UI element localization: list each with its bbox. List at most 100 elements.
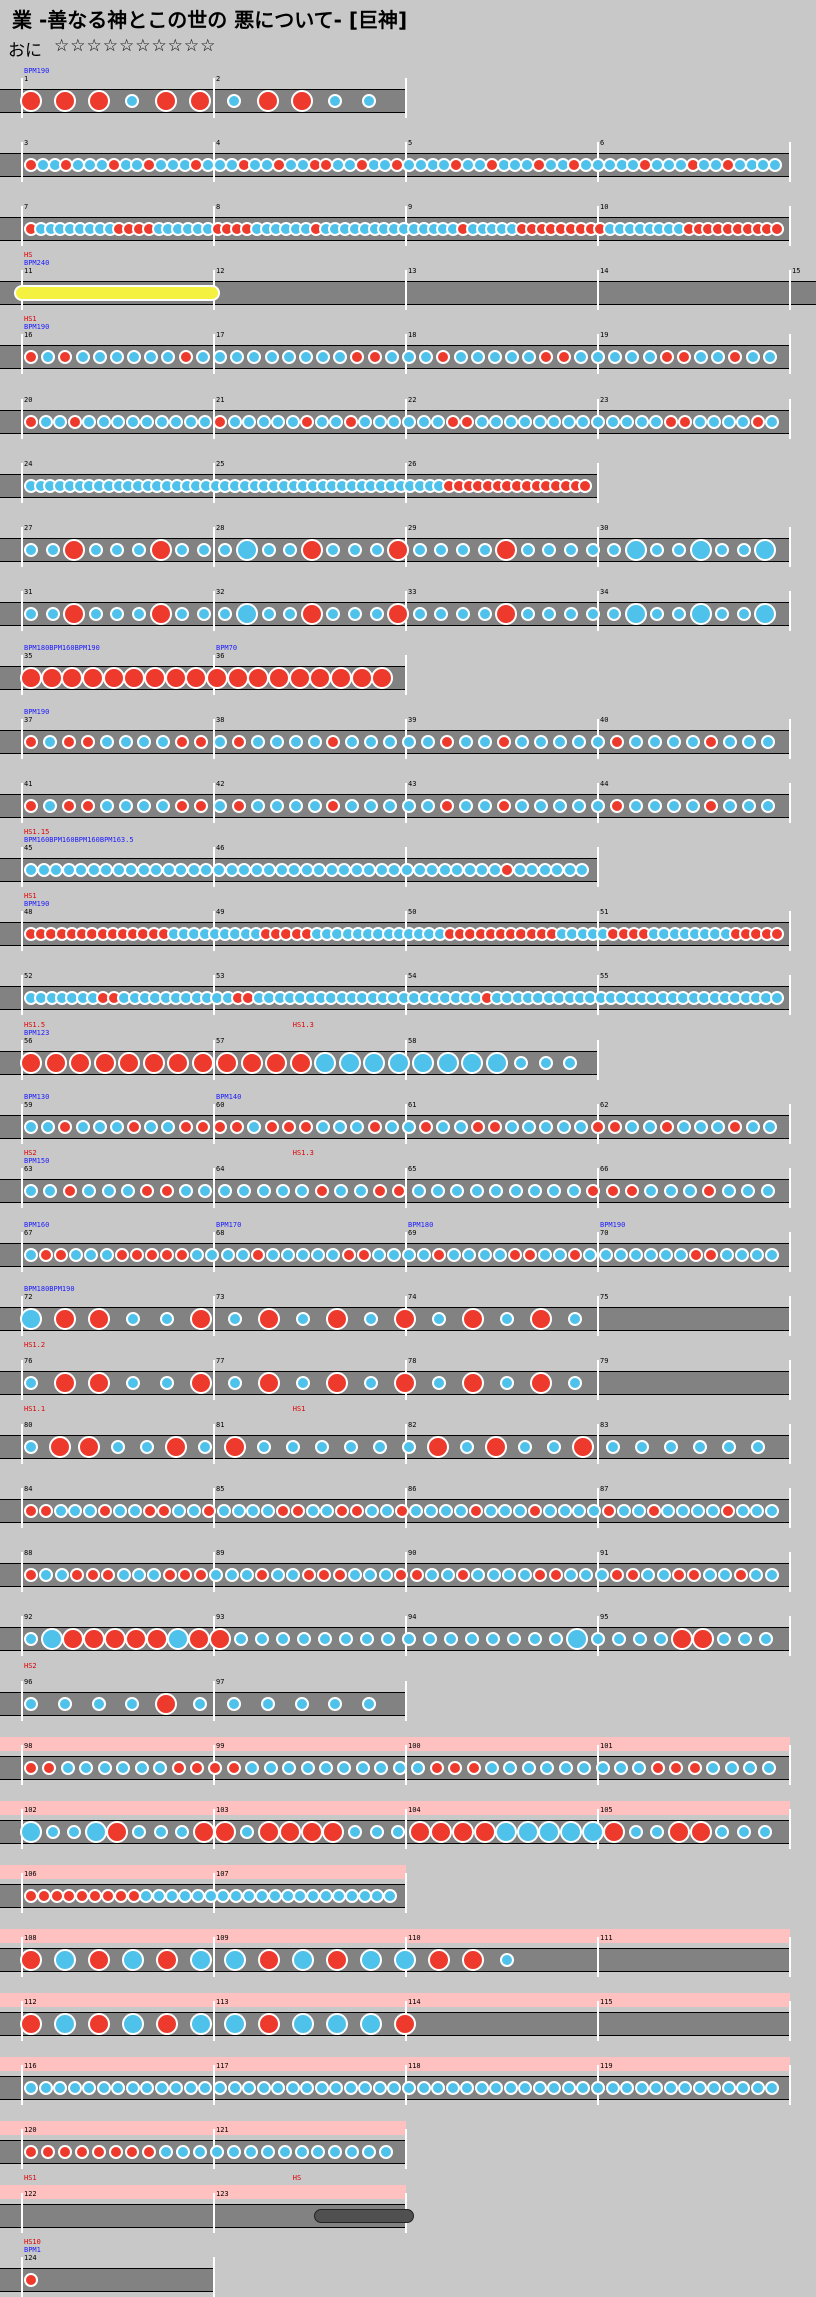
ka-note (402, 1632, 416, 1647)
ka-note (339, 1632, 353, 1647)
ka-note (723, 735, 738, 749)
ka-note (575, 863, 590, 878)
ka-note (402, 799, 416, 814)
ka-note (717, 1632, 731, 1647)
bar-line (789, 590, 791, 631)
don-note (301, 1568, 316, 1583)
ka-note (234, 1632, 248, 1647)
ka-note (453, 1119, 468, 1134)
ka-note (261, 606, 276, 621)
measure-number: 44 (600, 780, 609, 789)
don-note (624, 1183, 639, 1198)
measure-number: 52 (24, 972, 33, 981)
ka-note (109, 350, 124, 365)
ka-note (175, 1824, 190, 1839)
measure-number: 99 (216, 1741, 225, 1750)
measure-number: 14 (600, 267, 609, 276)
ka-note (296, 1247, 311, 1262)
measure-number: 93 (216, 1613, 225, 1622)
bar-line (597, 2001, 599, 2041)
measure-number: 29 (408, 523, 417, 532)
bar-line (405, 1167, 407, 1208)
measure-number: 106 (24, 1869, 37, 1878)
don-note (24, 350, 38, 365)
don-note (326, 735, 341, 749)
ka-note (707, 414, 722, 429)
ka-note (109, 1119, 124, 1134)
don-note (650, 1760, 665, 1775)
big-ka-note (560, 1820, 582, 1843)
ka-note (127, 350, 142, 365)
don-note (770, 222, 785, 237)
measure-number: 37 (24, 716, 33, 724)
big-ka-note (566, 1628, 588, 1651)
big-don-note (164, 666, 187, 689)
ka-note (240, 1824, 254, 1839)
bar-line (789, 398, 791, 439)
bar-line (789, 1167, 791, 1208)
ka-note (387, 2081, 402, 2096)
bpm-marker: BPM123 (24, 1028, 50, 1037)
ka-note (38, 2081, 53, 2096)
ka-note (477, 735, 492, 749)
bar-line (21, 462, 23, 503)
don-note (409, 1568, 424, 1583)
don-note (659, 350, 674, 365)
ka-note (250, 799, 265, 814)
measure-number: 114 (408, 1998, 421, 2006)
ka-note (286, 1568, 301, 1583)
don-note (24, 799, 38, 814)
ka-note (172, 1504, 187, 1519)
ka-note (402, 1247, 416, 1262)
don-note (24, 2273, 38, 2288)
measure-number: 117 (216, 2062, 229, 2071)
ka-note (715, 606, 730, 621)
bar-line (597, 270, 599, 311)
ka-note (450, 1183, 465, 1198)
bar-line (213, 1039, 215, 1080)
ka-note (260, 2145, 275, 2160)
ka-note (195, 350, 210, 365)
don-note (350, 1504, 365, 1519)
bar-line (21, 334, 23, 375)
ka-note (409, 1504, 424, 1519)
ka-note (553, 1247, 568, 1262)
ka-note (521, 1760, 536, 1775)
measure-number: 69 (408, 1228, 417, 1237)
big-don-note (88, 1372, 110, 1394)
chart-row: 59 60 61 62 BPM130 BPM140 (0, 1093, 816, 1144)
bar-line (405, 270, 407, 311)
don-note (445, 414, 460, 429)
ka-note (372, 1440, 387, 1455)
ka-note (439, 1504, 454, 1519)
ka-note (718, 1568, 733, 1583)
ka-note (24, 1440, 38, 1455)
ka-note (99, 799, 114, 814)
ka-note (515, 735, 530, 749)
ka-note (110, 606, 125, 621)
big-don-note (265, 1051, 288, 1074)
ka-note (175, 606, 190, 621)
don-note (40, 2145, 55, 2160)
measure-number: 3 (24, 139, 29, 148)
ka-note (445, 2081, 460, 2096)
bar-line (21, 1488, 23, 1529)
bar-line (789, 1424, 791, 1465)
don-note (171, 1760, 186, 1775)
ka-note (634, 414, 649, 429)
bar-line (789, 526, 791, 567)
ka-note (711, 350, 726, 365)
ka-note (542, 1504, 557, 1519)
ka-note (761, 735, 776, 749)
don-note (62, 1183, 77, 1198)
ka-note (416, 2081, 431, 2096)
ka-note (358, 414, 373, 429)
chart-row: 35 36 BPM180BPM160BPM190 BPM70 (0, 644, 816, 695)
ka-note (205, 1247, 220, 1262)
scroll-speed-marker: HS1.15 (24, 828, 50, 837)
ka-note (137, 799, 152, 814)
ka-note (547, 1183, 562, 1198)
don-note (669, 1760, 684, 1775)
gogo-highlight (0, 1800, 790, 1815)
gogo-highlight (0, 2057, 790, 2072)
